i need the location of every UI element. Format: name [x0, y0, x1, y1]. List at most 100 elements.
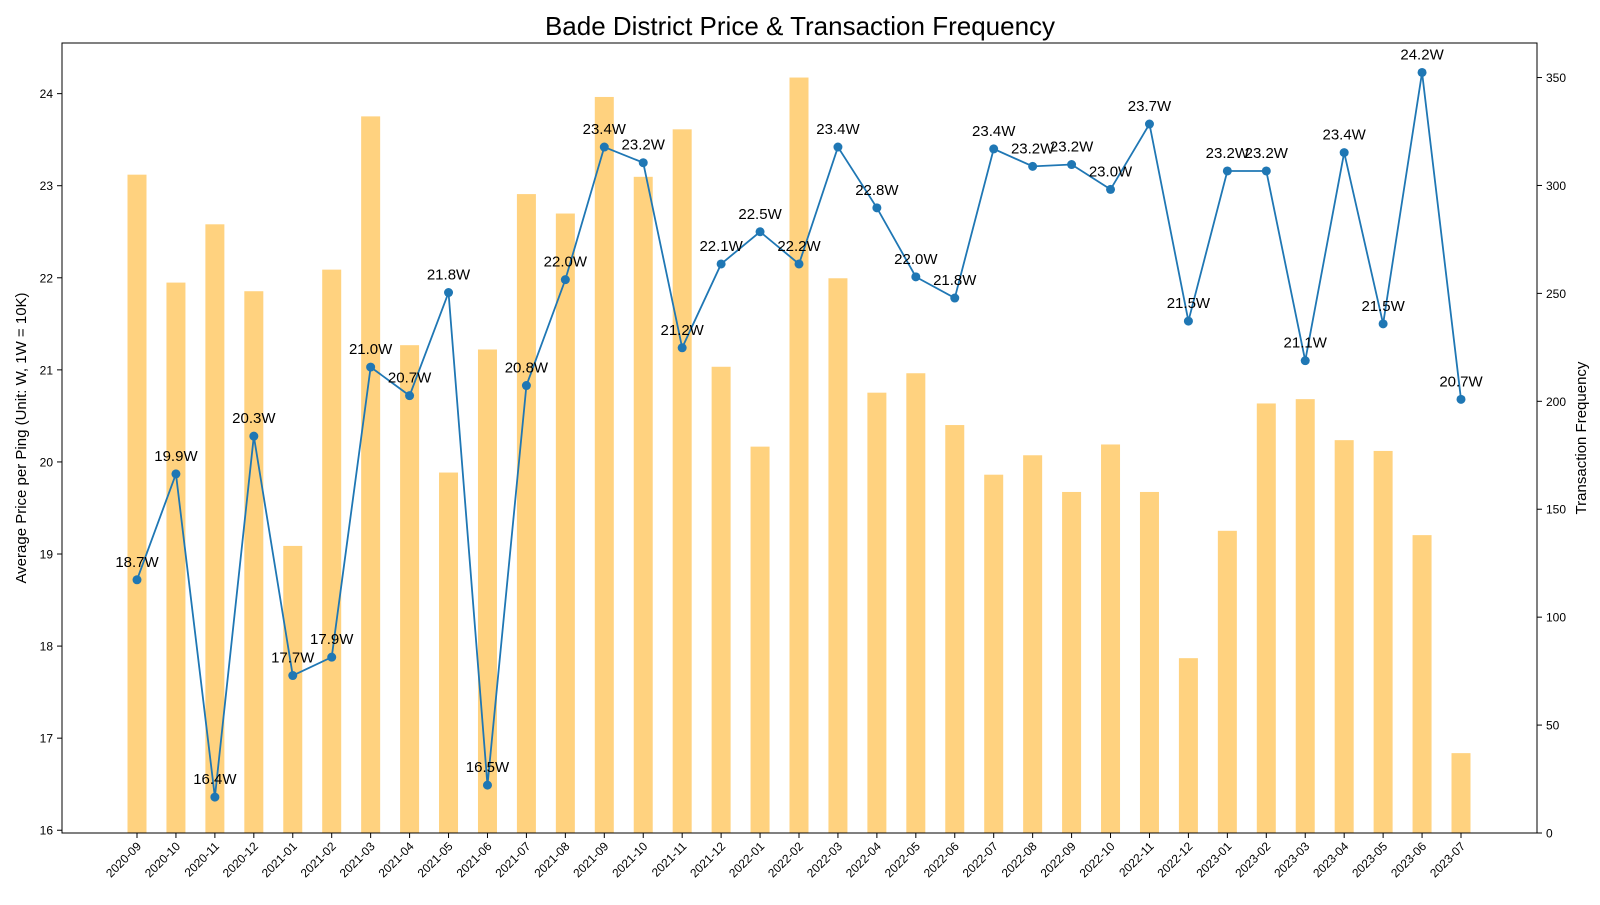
- bar: [1217, 530, 1237, 833]
- price-data-label: 22.2W: [777, 238, 821, 255]
- bar: [867, 392, 887, 833]
- price-data-label: 23.4W: [583, 121, 627, 138]
- price-data-label: 23.0W: [1089, 163, 1133, 180]
- bar: [828, 278, 848, 834]
- price-data-label: 22.8W: [855, 182, 899, 199]
- price-data-label: 21.5W: [1167, 295, 1211, 312]
- price-data-label: 21.1W: [1284, 335, 1328, 352]
- price-data-label: 20.3W: [232, 410, 276, 427]
- y-right-tick-label: 100: [1546, 611, 1566, 625]
- bar: [477, 349, 497, 833]
- bar: [1101, 444, 1121, 833]
- price-point: [560, 275, 570, 285]
- price-point: [1106, 184, 1116, 194]
- price-point: [1417, 67, 1427, 77]
- price-data-label: 21.8W: [427, 267, 471, 284]
- price-point: [1144, 119, 1154, 129]
- price-data-label: 22.0W: [544, 254, 588, 271]
- y-right-tick-label: 50: [1546, 719, 1560, 733]
- bar: [750, 446, 770, 833]
- y-left-tick-label: 17: [40, 732, 54, 746]
- price-data-label: 21.0W: [349, 341, 393, 358]
- price-point: [872, 203, 882, 213]
- price-data-label: 23.7W: [1128, 98, 1172, 115]
- price-data-label: 21.5W: [1361, 298, 1405, 315]
- price-data-label: 16.5W: [466, 759, 510, 776]
- price-point: [405, 391, 415, 401]
- price-point: [1067, 160, 1077, 170]
- line-layer: [132, 67, 1466, 802]
- price-point: [794, 259, 804, 269]
- price-point: [482, 780, 492, 790]
- bar: [633, 176, 653, 833]
- bar: [1023, 455, 1043, 833]
- price-data-label: 16.4W: [193, 771, 237, 788]
- price-data-label: 23.4W: [972, 123, 1016, 140]
- price-data-label: 23.2W: [1245, 145, 1289, 162]
- bar: [439, 472, 459, 833]
- bar: [945, 425, 965, 833]
- bar: [672, 129, 692, 833]
- y-left-tick-label: 19: [40, 548, 54, 562]
- bar: [984, 474, 1004, 833]
- price-point: [677, 343, 687, 353]
- price-data-label: 23.4W: [1322, 127, 1366, 144]
- price-data-label: 22.5W: [738, 206, 782, 223]
- bar: [127, 174, 147, 833]
- price-data-label: 20.7W: [388, 370, 432, 387]
- y-left-tick-label: 16: [40, 824, 54, 838]
- price-point: [444, 288, 454, 298]
- y-right-tick-label: 350: [1546, 71, 1566, 85]
- bar: [1178, 658, 1198, 833]
- price-point: [366, 362, 376, 372]
- y-right-tick-label: 0: [1546, 827, 1553, 841]
- price-point: [1028, 161, 1038, 171]
- bar: [205, 224, 225, 834]
- bar: [1451, 753, 1471, 833]
- price-point: [1339, 148, 1349, 158]
- bar: [555, 213, 575, 834]
- bar: [906, 373, 926, 833]
- price-data-label: 18.7W: [115, 554, 159, 571]
- bar: [594, 96, 614, 834]
- y-left-tick-label: 23: [40, 179, 54, 193]
- price-point: [132, 575, 142, 585]
- price-data-label: 23.4W: [816, 121, 860, 138]
- bar: [516, 194, 536, 833]
- chart-title: Bade District Price & Transaction Freque…: [545, 11, 1055, 41]
- price-point: [210, 792, 220, 802]
- price-point: [521, 381, 531, 391]
- bar: [244, 291, 264, 834]
- y-left-tick-label: 21: [40, 363, 54, 377]
- price-data-label: 17.7W: [271, 650, 315, 667]
- price-point: [911, 272, 921, 282]
- y-left-tick-label: 18: [40, 640, 54, 654]
- y-left-tick-label: 24: [40, 87, 54, 101]
- price-point: [638, 158, 648, 168]
- bar: [400, 345, 420, 833]
- bar: [1062, 491, 1082, 833]
- price-data-label: 23.2W: [1011, 140, 1055, 157]
- bars-layer: [127, 77, 1471, 834]
- bar: [1139, 491, 1159, 833]
- price-data-label: 21.2W: [660, 322, 704, 339]
- price-point: [288, 671, 298, 681]
- price-point: [1183, 316, 1193, 326]
- price-data-label: 20.8W: [505, 360, 549, 377]
- price-point: [950, 293, 960, 303]
- price-point: [833, 142, 843, 152]
- price-point: [989, 144, 999, 154]
- price-point: [327, 652, 337, 662]
- y-left-tick-label: 20: [40, 455, 54, 469]
- price-point: [249, 431, 259, 441]
- price-point: [716, 259, 726, 269]
- bar: [1295, 399, 1315, 833]
- y-axis-left-label: Average Price per Ping (Unit: W, 1W = 10…: [13, 292, 30, 583]
- bar: [361, 116, 381, 833]
- data-labels-layer: 18.7W 19.9W 16.4W 20.3W 17.7W 17.9W 21.0W 20.7W…: [115, 46, 1483, 788]
- y-right-tick-label: 200: [1546, 395, 1566, 409]
- bar: [1412, 535, 1432, 833]
- price-point: [1222, 166, 1232, 176]
